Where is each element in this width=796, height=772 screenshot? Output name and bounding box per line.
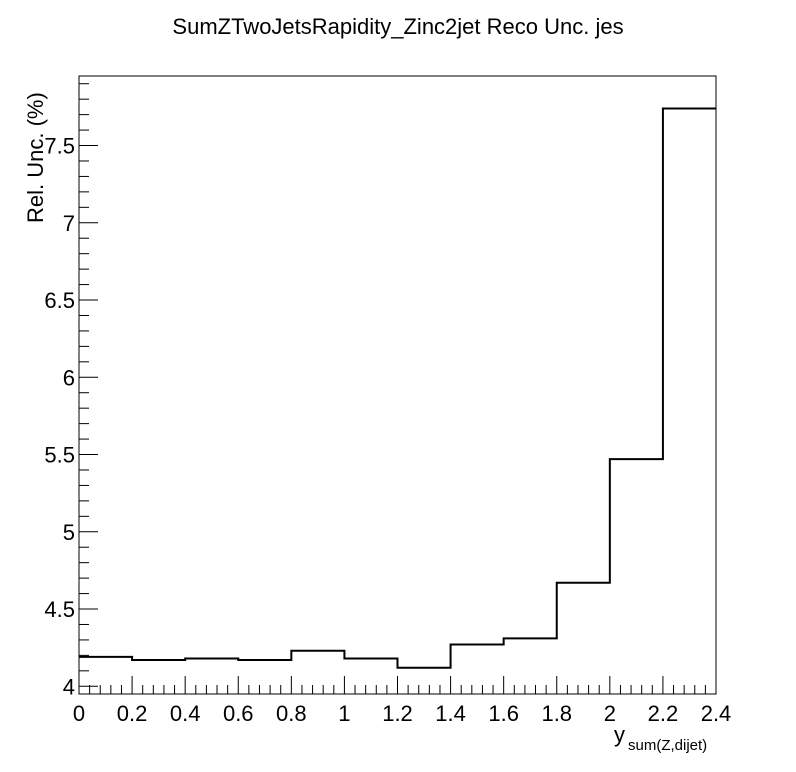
x-tick-label: 2 [604, 701, 616, 726]
y-tick-label: 7.5 [44, 134, 75, 159]
series-step-line [79, 107, 716, 669]
x-tick-label: 0.2 [117, 701, 148, 726]
y-tick-label: 6.5 [44, 288, 75, 313]
x-axis-tick-labels: 0 0.2 0.4 0.6 0.8 1 1.2 1.4 1.6 1.8 2 2.2 2.4 [73, 701, 731, 726]
y-tick-label: 5.5 [44, 443, 75, 468]
y-axis-tick-labels: 4 4.5 5 5.5 6 6.5 7 7.5 [44, 134, 75, 700]
x-tick-label: 1.4 [435, 701, 466, 726]
y-tick-label: 4 [63, 674, 75, 699]
x-tick-label: 2.4 [701, 701, 732, 726]
x-axis-label-main: y [614, 722, 625, 747]
x-axis-label-sub: sum(Z,dijet) [628, 737, 707, 754]
x-tick-label: 0 [73, 701, 85, 726]
x-axis-ticks [78, 676, 717, 694]
x-tick-label: 0.8 [276, 701, 307, 726]
y-tick-label: 6 [63, 365, 75, 390]
x-tick-label: 0.4 [170, 701, 201, 726]
x-tick-label: 1.2 [382, 701, 413, 726]
x-axis-label: y sum(Z,dijet) [614, 722, 707, 754]
x-tick-label: 1 [338, 701, 350, 726]
x-tick-label: 1.8 [541, 701, 572, 726]
plot-frame [78, 75, 717, 695]
y-tick-label: 4.5 [44, 597, 75, 622]
y-axis-ticks [79, 83, 98, 687]
y-tick-label: 7 [63, 211, 75, 236]
y-axis-label: Rel. Unc. (%) [23, 92, 48, 223]
x-tick-label: 2.2 [648, 701, 679, 726]
y-tick-label: 5 [63, 520, 75, 545]
x-tick-label: 1.6 [488, 701, 519, 726]
x-tick-label: 0.6 [223, 701, 254, 726]
chart-title: SumZTwoJetsRapidity_Zinc2jet Reco Unc. j… [172, 14, 623, 39]
